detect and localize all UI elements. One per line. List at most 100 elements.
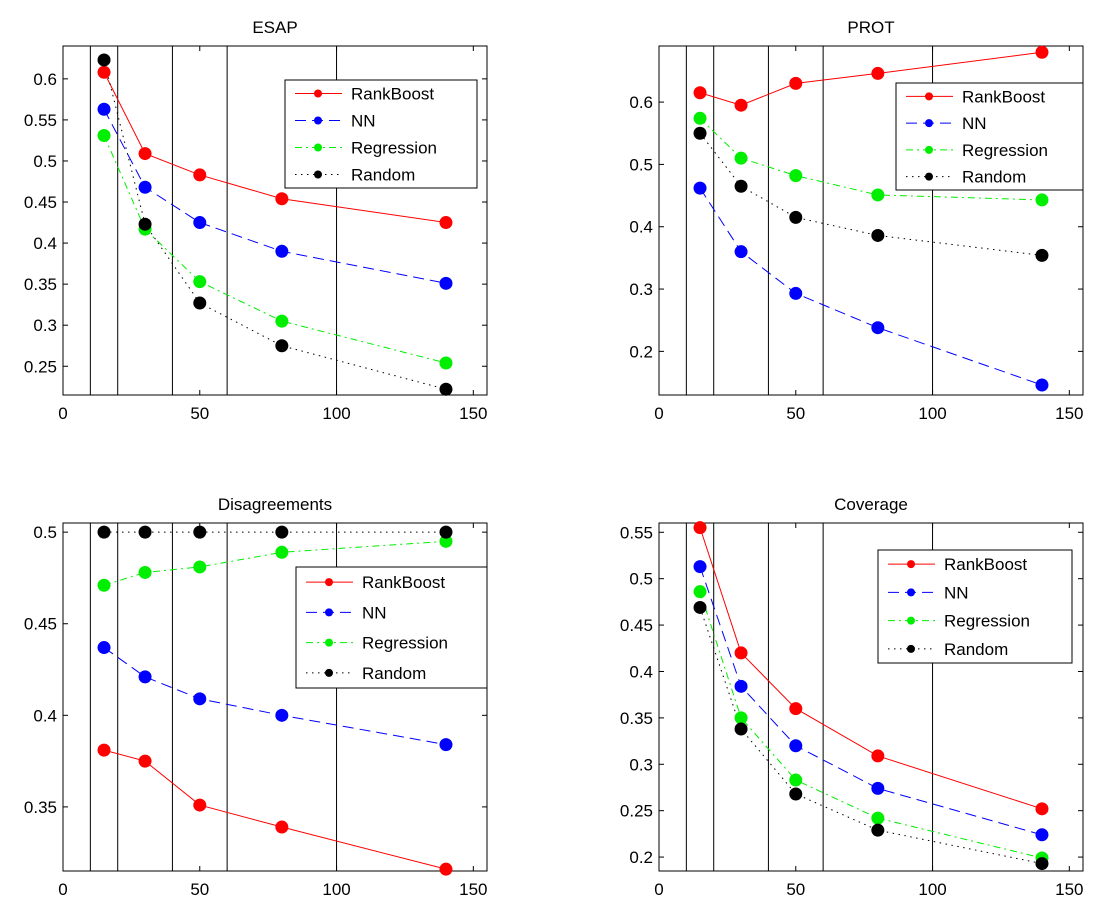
data-point-regression [693,585,707,599]
legend-marker [314,116,322,125]
y-tick-label: 0.5 [629,155,653,174]
y-tick-label: 0.6 [629,93,653,112]
x-tick-label: 150 [1055,404,1083,423]
data-point-random [193,525,207,539]
legend-label: NN [362,603,387,622]
legend-label: RankBoost [962,87,1045,106]
y-tick-label: 0.45 [24,193,57,212]
y-tick-label: 0.6 [33,70,57,89]
legend-marker [314,170,322,179]
legend-label: NN [351,112,376,131]
x-tick-label: 0 [654,404,663,423]
data-point-random [693,126,707,140]
y-tick-label: 0.4 [33,706,57,725]
y-tick-label: 0.5 [33,152,57,171]
data-point-random [871,823,885,837]
legend-marker [907,616,915,625]
y-tick-label: 0.35 [24,798,57,817]
data-point-nn [693,560,707,574]
data-point-nn [693,181,707,195]
data-point-regression [193,275,207,289]
data-point-nn [871,781,885,795]
legend-marker [907,644,915,653]
data-point-random [97,525,111,539]
legend-marker [325,668,333,677]
data-point-nn [871,321,885,335]
data-point-regression [275,314,289,328]
data-point-rankboost [138,754,152,768]
data-point-rankboost [97,65,111,79]
legend-label: Random [362,664,426,683]
data-point-random [439,382,453,396]
legend-marker [925,145,933,154]
legend-label: Regression [944,612,1030,631]
data-point-rankboost [275,192,289,206]
data-point-rankboost [275,820,289,834]
data-point-nn [97,102,111,116]
legend-label: Regression [962,141,1048,160]
axes-frame [62,522,488,872]
legend-box [284,79,478,189]
data-point-random [275,339,289,353]
data-point-regression [439,534,453,548]
y-tick-label: 0.3 [33,316,57,335]
chart-title: PROT [847,18,894,37]
data-point-nn [439,276,453,290]
x-tick-label: 50 [786,880,805,898]
legend: RankBoost NN Regression Random [284,79,478,189]
legend-label: Random [944,640,1008,659]
chart-title: ESAP [252,18,297,37]
legend-label: NN [944,583,969,602]
data-point-nn [97,641,111,655]
x-tick-label: 150 [459,880,487,898]
data-point-rankboost [97,743,111,757]
legend-label: NN [962,114,987,133]
data-point-random [789,787,803,801]
y-tick-label: 0.4 [629,662,653,681]
data-point-regression [871,811,885,825]
data-point-rankboost [789,76,803,90]
legend-box [295,566,488,689]
x-tick-label: 0 [58,404,67,423]
x-tick-label: 100 [322,880,350,898]
data-point-rankboost [1035,45,1049,59]
y-tick-label: 0.55 [620,523,653,542]
data-point-nn [734,679,748,693]
x-tick-label: 100 [322,404,350,423]
data-point-random [789,210,803,224]
series-line-rankboost [103,749,447,870]
data-point-random [871,228,885,242]
y-tick-label: 0.3 [629,755,653,774]
data-point-regression [871,188,885,202]
data-point-nn [193,692,207,706]
data-point-random [439,525,453,539]
chart-panel-1: ESAP 0 50 100 150 0.25 0.3 0.35 0.4 0.45 0.5 0.55 0.… [24,18,488,423]
data-point-nn [789,286,803,300]
legend: RankBoost NN Regression Random [895,82,1084,191]
data-point-nn [1035,378,1049,392]
chart-title: Coverage [834,495,908,514]
legend-label: Random [962,168,1026,187]
data-point-nn [138,180,152,194]
data-point-rankboost [693,86,707,100]
x-tick-label: 50 [190,880,209,898]
data-point-nn [439,738,453,752]
y-tick-label: 0.35 [620,709,653,728]
chart-panel-3: Disagreements 0 50 100 150 0.35 0.4 0.45 0.5 Rank… [24,495,488,898]
x-tick-label: 50 [190,404,209,423]
data-point-rankboost [193,798,207,812]
data-point-rankboost [734,98,748,112]
x-tick-label: 100 [918,880,946,898]
legend-marker [325,608,333,617]
data-point-regression [789,169,803,183]
data-point-regression [734,151,748,165]
legend-label: RankBoost [351,85,434,104]
data-point-regression [97,129,111,143]
axes-frame [658,522,1084,872]
y-tick-label: 0.45 [24,615,57,634]
legend-label: Regression [362,634,448,653]
data-point-random [97,53,111,67]
legend-marker [325,638,333,647]
series-line-regression [103,135,447,364]
